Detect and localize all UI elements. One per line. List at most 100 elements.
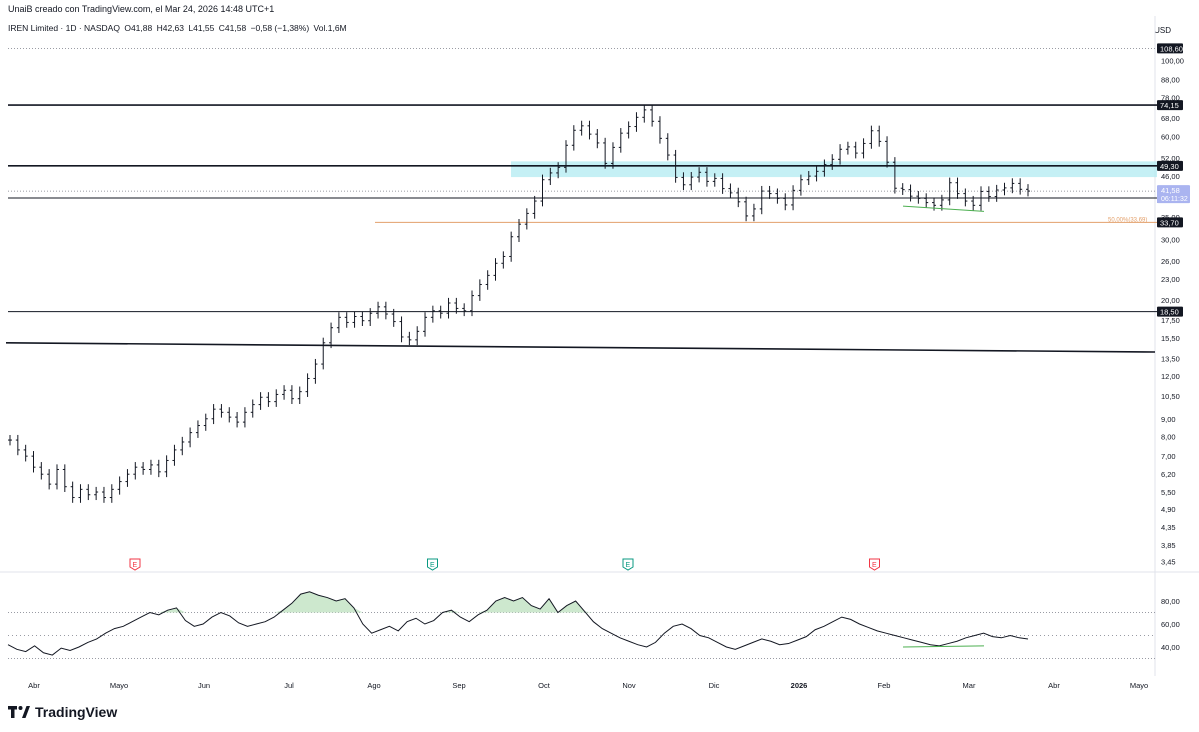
ohlc-bar xyxy=(963,188,968,207)
y-tick-label: 60,00 xyxy=(1161,133,1180,142)
ohlc-bar xyxy=(203,413,208,431)
ohlc-bar xyxy=(8,434,12,446)
ohlc-bar xyxy=(908,184,913,202)
ohlc-bar xyxy=(861,138,866,159)
ohlc-bar xyxy=(610,142,615,169)
ohlc-bar xyxy=(156,459,161,478)
ohlc-bar xyxy=(939,194,944,211)
ohlc-bar xyxy=(321,337,326,370)
earnings-marker-label: E xyxy=(626,562,631,569)
ohlc-bar xyxy=(924,193,929,208)
x-axis-label: Ago xyxy=(367,681,380,690)
earnings-marker-shape xyxy=(622,558,634,571)
ohlc-bar xyxy=(783,193,788,211)
y-tick-label: 15,50 xyxy=(1161,334,1180,343)
y-tick-label: 23,00 xyxy=(1161,275,1180,284)
ohlc-bar xyxy=(838,144,843,165)
y-tick-label: 7,00 xyxy=(1161,452,1176,461)
ohlc-bar xyxy=(47,469,52,490)
ohlc-bar xyxy=(148,459,153,475)
tradingview-logo-icon xyxy=(8,706,30,718)
ohlc-bar xyxy=(133,462,138,480)
ohlc-bar xyxy=(892,157,897,194)
y-tick-label: 4,90 xyxy=(1161,505,1176,514)
ohlc-bar xyxy=(125,469,130,487)
ohlc-bar xyxy=(172,444,177,466)
ohlc-bar xyxy=(689,171,694,191)
ohlc-bar xyxy=(470,290,475,317)
current-price-badge xyxy=(1157,185,1190,204)
y-tick-label: 46,00 xyxy=(1161,172,1180,181)
ohlc-bar xyxy=(634,112,639,132)
change-value: −0,58 (−1,38%) xyxy=(250,23,310,33)
price-badge xyxy=(1157,160,1183,171)
high-value: H42,63 xyxy=(156,23,185,33)
fib-level-label: 50,00%(33,69) xyxy=(1108,217,1147,223)
ohlc-bar xyxy=(344,312,349,328)
ohlc-bar xyxy=(70,481,75,503)
y-tick-label: 13,50 xyxy=(1161,354,1180,363)
y-tick-label: 26,00 xyxy=(1161,257,1180,266)
ohlc-bar xyxy=(517,219,521,243)
ohlc-bar xyxy=(814,166,819,182)
y-tick-label: 68,00 xyxy=(1161,114,1180,123)
ohlc-bar xyxy=(313,358,318,384)
ohlc-bar xyxy=(986,186,991,202)
earnings-marker-shape xyxy=(129,558,141,571)
ohlc-bar xyxy=(235,412,240,428)
y-tick-label: 52,00 xyxy=(1161,154,1180,163)
ohlc-bar xyxy=(266,392,271,407)
ohlc-bar xyxy=(853,141,858,159)
earnings-marker-label: E xyxy=(430,562,435,569)
rsi-tick-label: 80,00 xyxy=(1161,597,1180,606)
y-tick-label: 10,50 xyxy=(1161,392,1180,401)
x-axis-label: Abr xyxy=(28,681,40,690)
ohlc-bar xyxy=(219,404,224,418)
ohlc-bar xyxy=(376,301,381,319)
rsi-tick-label: 60,00 xyxy=(1161,620,1180,629)
ohlc-bar xyxy=(571,125,576,151)
y-tick-label: 12,00 xyxy=(1161,372,1180,381)
ohlc-bar xyxy=(736,187,741,208)
x-axis-label: Jun xyxy=(198,681,210,690)
ohlc-bar xyxy=(329,322,334,349)
ohlc-bar xyxy=(877,125,882,147)
y-tick-label: 35,00 xyxy=(1161,213,1180,222)
x-axis-label: Sep xyxy=(452,681,465,690)
price-badge-label: 18,50 xyxy=(1160,308,1179,317)
ohlc-bar xyxy=(728,183,733,199)
ohlc-bar xyxy=(78,484,83,503)
ohlc-bar xyxy=(227,407,232,423)
ohlc-bar xyxy=(1010,178,1015,194)
symbol-name[interactable]: IREN Limited · 1D · NASDAQ xyxy=(8,23,120,33)
ohlc-bar xyxy=(39,462,44,480)
ohlc-bar xyxy=(822,159,827,177)
ohlc-bar xyxy=(423,312,428,337)
ohlc-bar xyxy=(117,476,122,495)
ohlc-bar xyxy=(650,104,655,127)
ohlc-bar xyxy=(955,177,960,199)
ohlc-bar xyxy=(806,171,811,186)
y-tick-label: 3,45 xyxy=(1161,557,1176,566)
ohlc-bar xyxy=(297,386,302,405)
price-badge-label: 74,15 xyxy=(1160,101,1179,110)
ohlc-bar xyxy=(759,185,764,215)
ohlc-bar xyxy=(540,174,545,207)
ohlc-bar xyxy=(697,167,702,183)
ohlc-bar xyxy=(462,303,467,317)
ohlc-bar xyxy=(250,399,255,418)
ohlc-bar xyxy=(415,326,420,346)
ohlc-bar xyxy=(54,464,59,490)
ohlc-bar xyxy=(524,208,529,230)
earnings-marker-shape xyxy=(427,558,438,571)
x-axis-label: Mar xyxy=(963,681,976,690)
ohlc-bar xyxy=(720,173,725,194)
price-badge-label: 49,30 xyxy=(1160,162,1179,171)
ohlc-bar xyxy=(1018,178,1023,195)
ohlc-bar xyxy=(830,154,835,170)
ohlc-bar xyxy=(587,120,592,140)
ohlc-bar xyxy=(665,133,670,161)
price-badge xyxy=(1157,43,1183,54)
ohlc-bar xyxy=(493,258,498,281)
